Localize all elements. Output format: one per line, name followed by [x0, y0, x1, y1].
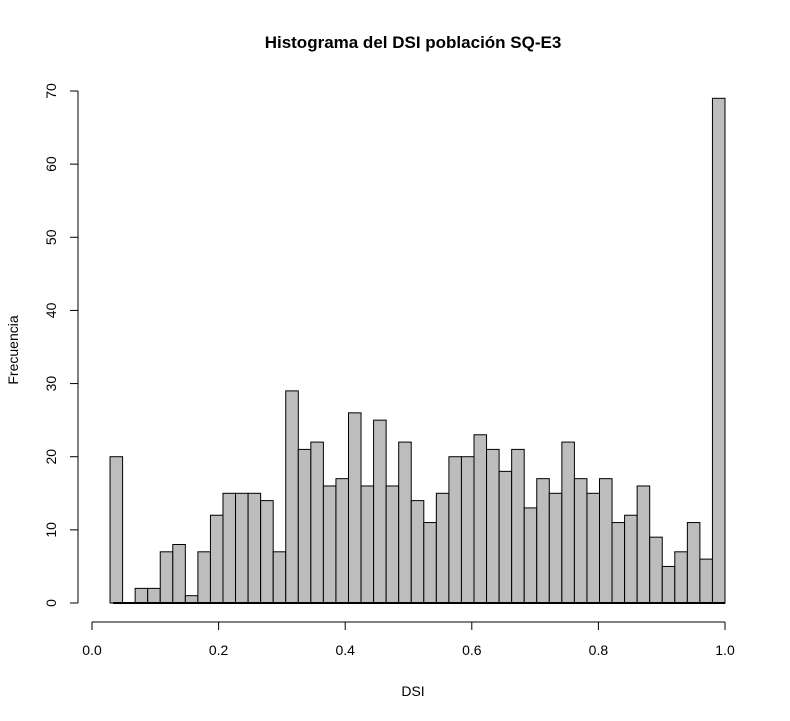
x-tick-label: 0.4	[335, 642, 355, 658]
chart-title: Histograma del DSI población SQ-E3	[265, 33, 562, 52]
histogram-bar	[611, 522, 626, 604]
histogram-bar	[661, 565, 676, 604]
histogram-bar	[674, 551, 688, 604]
histogram-bar	[460, 456, 475, 604]
histogram-bar	[360, 485, 375, 604]
histogram-bar	[586, 492, 601, 604]
histogram-bar	[184, 595, 199, 604]
y-tick-label: 20	[43, 449, 59, 465]
histogram-bar	[134, 587, 149, 604]
histogram-bar	[322, 485, 337, 604]
y-tick-label: 40	[43, 302, 59, 318]
x-tick-label: 0.0	[82, 642, 102, 658]
y-tick-label: 0	[43, 599, 59, 607]
histogram-bar	[548, 492, 563, 604]
histogram-bar	[335, 478, 349, 604]
y-tick-label: 70	[43, 83, 59, 99]
histogram-bar	[498, 470, 513, 604]
histogram-bar	[423, 522, 437, 604]
histogram-bar	[297, 448, 312, 604]
histogram-bar	[711, 97, 726, 604]
y-tick-label: 60	[43, 156, 59, 172]
histogram-bar	[347, 412, 362, 604]
histogram-bar	[247, 492, 262, 604]
bars-group	[109, 97, 726, 604]
x-axis: 0.0 0.2 0.4 0.6 0.8 1.0	[82, 621, 735, 658]
histogram-bar	[222, 492, 237, 604]
histogram-bar	[511, 448, 525, 604]
histogram-bar	[197, 551, 211, 604]
histogram-bar	[159, 551, 174, 604]
x-tick-label: 0.6	[462, 642, 482, 658]
histogram-bar	[373, 419, 387, 604]
histogram-bar	[448, 456, 462, 604]
histogram-bar	[172, 543, 186, 604]
histogram-bar	[536, 478, 550, 604]
histogram-bar	[699, 558, 713, 604]
y-tick-label: 10	[43, 522, 59, 538]
y-axis: 0 10 20 30 40 50 60 70	[43, 83, 79, 607]
histogram-bar	[599, 478, 613, 604]
histogram-bar	[272, 551, 287, 604]
histogram-bar	[410, 500, 425, 604]
histogram-bar	[561, 441, 575, 604]
x-axis-label: DSI	[401, 683, 424, 699]
histogram-bar	[473, 434, 488, 604]
histogram-bar	[385, 485, 400, 604]
y-axis-label: Frecuencia	[5, 315, 21, 384]
histogram-bar	[573, 478, 588, 604]
histogram-bar	[209, 514, 224, 604]
histogram-bar	[285, 390, 299, 604]
histogram-bar	[109, 456, 124, 604]
histogram-bar	[147, 587, 161, 604]
histogram-bar	[235, 492, 249, 604]
histogram-bar	[398, 441, 412, 604]
x-tick-label: 0.2	[209, 642, 229, 658]
x-tick-label: 1.0	[715, 642, 735, 658]
histogram-bar	[523, 507, 538, 604]
histogram-bar	[486, 448, 500, 604]
y-tick-label: 50	[43, 229, 59, 245]
histogram-bar	[686, 522, 701, 604]
histogram-bar	[435, 492, 450, 604]
histogram-bar	[260, 500, 274, 604]
histogram-bar	[636, 485, 651, 604]
histogram-bar	[624, 514, 638, 604]
histogram-bar	[310, 441, 324, 604]
x-tick-label: 0.8	[589, 642, 609, 658]
y-tick-label: 30	[43, 376, 59, 392]
histogram-bar	[649, 536, 663, 604]
